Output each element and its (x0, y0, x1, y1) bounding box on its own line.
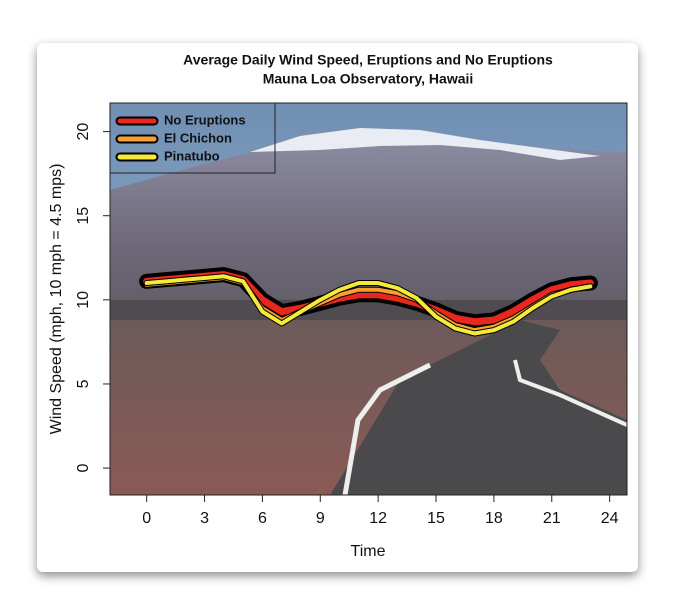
y-tick-label: 0 (75, 464, 92, 473)
x-tick-label: 24 (601, 510, 619, 527)
x-tick-label: 9 (316, 510, 325, 527)
x-tick-label: 6 (258, 510, 267, 527)
x-tick-label: 15 (427, 510, 445, 527)
legend-box (109, 102, 276, 174)
y-tick-label: 5 (75, 379, 92, 388)
line (144, 274, 593, 336)
y-tick-label: 20 (75, 123, 92, 141)
legend-label: Pinatubo (164, 148, 220, 163)
x-tick-label: 12 (369, 510, 387, 527)
y-tick-label: 15 (75, 207, 92, 225)
legend-label: No Eruptions (164, 112, 246, 127)
x-axis-label: Time (351, 543, 386, 560)
x-tick-label: 18 (485, 510, 503, 527)
x-tick-label: 21 (543, 510, 561, 527)
legend: No Eruptions El Chichon Pinatubo (109, 102, 276, 174)
legend-label: El Chichon (164, 130, 232, 145)
x-tick-label: 0 (142, 510, 151, 527)
chart-title: Average Daily Wind Speed, Eruptions and … (183, 52, 553, 68)
y-tick-label: 10 (75, 291, 92, 309)
y-axis-label: Wind Speed (mph, 10 mph = 4.5 mps) (48, 164, 65, 435)
plot-frame (109, 102, 628, 496)
x-tick-label: 3 (200, 510, 209, 527)
chart-subtitle: Mauna Loa Observatory, Hawaii (263, 71, 474, 87)
